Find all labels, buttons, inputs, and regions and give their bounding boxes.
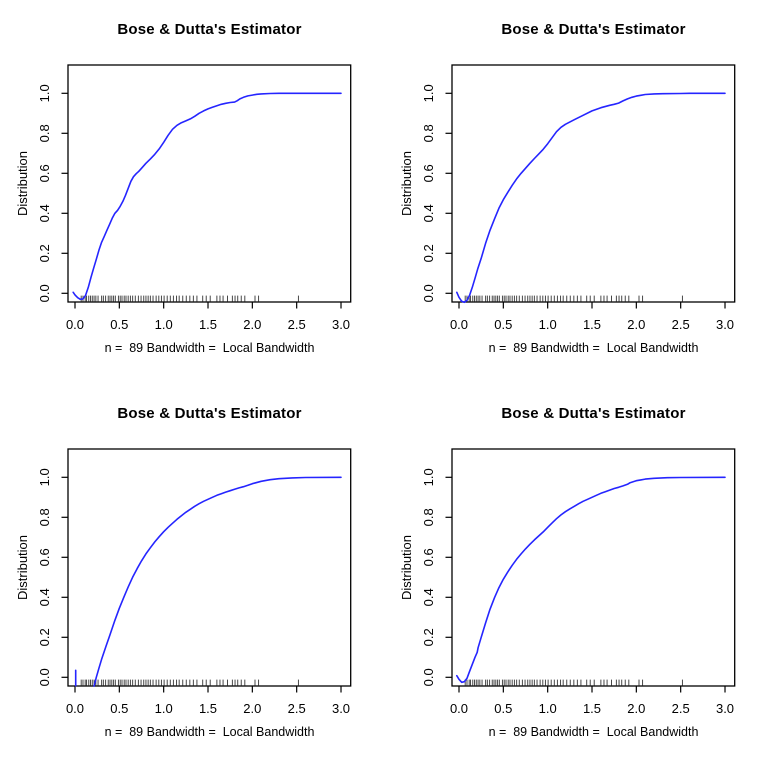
x-tick-label: 0.0 xyxy=(450,317,468,332)
y-tick-label: 0.2 xyxy=(421,628,436,646)
x-tick-label: 1.5 xyxy=(583,701,601,716)
y-tick-label: 1.0 xyxy=(37,84,52,102)
x-tick-label: 0.0 xyxy=(450,701,468,716)
axis-box xyxy=(451,64,736,303)
rug-marks xyxy=(464,679,683,686)
x-tick-label: 2.5 xyxy=(672,701,690,716)
plot-area-bottom-right: 0.0 0.5 1.0 1.5 2.0 2.5 3.0 0.0 0.2 0.4 0.6 0.8 1.0 D… xyxy=(399,448,736,716)
x-tick-label: 1.5 xyxy=(583,317,601,332)
rug-marks xyxy=(464,295,683,302)
curve-bose-dutta-estimate xyxy=(93,476,342,687)
x-tick-label: 1.0 xyxy=(155,317,173,332)
y-axis: 0.0 0.2 0.4 0.6 0.8 1.0 xyxy=(37,468,68,686)
x-tick-label: 3.0 xyxy=(716,701,734,716)
y-tick-label: 0.6 xyxy=(37,548,52,566)
y-tick-label: 0.8 xyxy=(37,124,52,142)
x-tick-label: 0.5 xyxy=(110,701,128,716)
y-tick-label: 1.0 xyxy=(37,468,52,486)
y-tick-label: 0.2 xyxy=(37,628,52,646)
x-tick-label: 3.0 xyxy=(332,701,350,716)
y-axis-label: Distribution xyxy=(15,151,30,216)
x-axis: 0.0 0.5 1.0 1.5 2.0 2.5 3.0 xyxy=(450,302,734,332)
curve-bose-dutta-estimate xyxy=(72,92,342,301)
plot-title: Bose & Dutta's Estimator xyxy=(501,21,686,38)
plot-area-top-left: 0.0 0.5 1.0 1.5 2.0 2.5 3.0 0.0 0.2 0.4 0.6 0.8 1.0 D… xyxy=(15,64,352,332)
x-tick-label: 1.5 xyxy=(199,317,217,332)
x-tick-label: 2.5 xyxy=(288,701,306,716)
curve-bose-dutta-estimate xyxy=(456,476,726,684)
plot-title: Bose & Dutta's Estimator xyxy=(117,21,302,38)
y-tick-label: 1.0 xyxy=(421,468,436,486)
y-tick-label: 0.6 xyxy=(421,164,436,182)
x-axis: 0.0 0.5 1.0 1.5 2.0 2.5 3.0 xyxy=(66,302,350,332)
y-tick-label: 0.0 xyxy=(421,668,436,686)
y-axis-label: Distribution xyxy=(15,535,30,600)
x-axis: 0.0 0.5 1.0 1.5 2.0 2.5 3.0 xyxy=(450,686,734,716)
y-tick-label: 0.2 xyxy=(37,244,52,262)
axis-box xyxy=(67,64,352,303)
y-axis: 0.0 0.2 0.4 0.6 0.8 1.0 xyxy=(421,84,452,302)
axis-box xyxy=(67,448,352,687)
y-tick-label: 0.0 xyxy=(421,284,436,302)
y-tick-label: 0.4 xyxy=(421,204,436,222)
curve-bose-dutta-estimate xyxy=(456,92,726,304)
axis-box xyxy=(451,448,736,687)
y-tick-label: 0.6 xyxy=(37,164,52,182)
plot-area-bottom-left: 0.0 0.5 1.0 1.5 2.0 2.5 3.0 0.0 0.2 0.4 0.6 0.8 1.0 D… xyxy=(15,448,352,716)
y-tick-label: 0.8 xyxy=(421,124,436,142)
y-tick-label: 0.8 xyxy=(421,508,436,526)
y-axis-label: Distribution xyxy=(399,535,414,600)
y-axis: 0.0 0.2 0.4 0.6 0.8 1.0 xyxy=(37,84,68,302)
y-tick-label: 0.2 xyxy=(421,244,436,262)
x-axis: 0.0 0.5 1.0 1.5 2.0 2.5 3.0 xyxy=(66,686,350,716)
plot-subtitle: n = 89 Bandwidth = Local Bandwidth xyxy=(488,341,699,355)
y-axis-label: Distribution xyxy=(399,151,414,216)
rug-marks xyxy=(80,679,299,686)
panel-bottom-right: 0.0 0.5 1.0 1.5 2.0 2.5 3.0 0.0 0.2 0.4 0.6 0.8 1.0 D… xyxy=(384,384,768,768)
x-tick-label: 0.5 xyxy=(110,317,128,332)
plot-area-top-right: 0.0 0.5 1.0 1.5 2.0 2.5 3.0 0.0 0.2 0.4 0.6 0.8 1.0 D… xyxy=(399,64,736,332)
panel-top-right: 0.0 0.5 1.0 1.5 2.0 2.5 3.0 0.0 0.2 0.4 0.6 0.8 1.0 D… xyxy=(384,0,768,384)
x-tick-label: 1.0 xyxy=(539,317,557,332)
x-tick-label: 0.5 xyxy=(494,317,512,332)
plot-subtitle: n = 89 Bandwidth = Local Bandwidth xyxy=(104,725,315,739)
x-tick-label: 2.0 xyxy=(627,317,645,332)
y-tick-label: 0.4 xyxy=(421,588,436,606)
x-tick-label: 2.5 xyxy=(288,317,306,332)
y-axis: 0.0 0.2 0.4 0.6 0.8 1.0 xyxy=(421,468,452,686)
x-tick-label: 1.5 xyxy=(199,701,217,716)
y-tick-label: 0.0 xyxy=(37,284,52,302)
plot-title: Bose & Dutta's Estimator xyxy=(117,405,302,422)
x-tick-label: 2.5 xyxy=(672,317,690,332)
y-tick-label: 0.6 xyxy=(421,548,436,566)
panel-top-left: 0.0 0.5 1.0 1.5 2.0 2.5 3.0 0.0 0.2 0.4 0.6 0.8 1.0 D… xyxy=(0,0,384,384)
panel-bottom-left: 0.0 0.5 1.0 1.5 2.0 2.5 3.0 0.0 0.2 0.4 0.6 0.8 1.0 D… xyxy=(0,384,384,768)
x-tick-label: 0.0 xyxy=(66,701,84,716)
x-tick-label: 1.0 xyxy=(539,701,557,716)
x-tick-label: 3.0 xyxy=(716,317,734,332)
x-tick-label: 0.0 xyxy=(66,317,84,332)
y-tick-label: 0.0 xyxy=(37,668,52,686)
plot-subtitle: n = 89 Bandwidth = Local Bandwidth xyxy=(104,341,315,355)
x-tick-label: 1.0 xyxy=(155,701,173,716)
rug-marks xyxy=(80,295,299,302)
x-tick-label: 3.0 xyxy=(332,317,350,332)
y-tick-label: 0.8 xyxy=(37,508,52,526)
plot-subtitle: n = 89 Bandwidth = Local Bandwidth xyxy=(488,725,699,739)
x-tick-label: 2.0 xyxy=(243,317,261,332)
x-tick-label: 0.5 xyxy=(494,701,512,716)
x-tick-label: 2.0 xyxy=(627,701,645,716)
plot-title: Bose & Dutta's Estimator xyxy=(501,405,686,422)
x-tick-label: 2.0 xyxy=(243,701,261,716)
y-tick-label: 0.4 xyxy=(37,588,52,606)
y-tick-label: 1.0 xyxy=(421,84,436,102)
y-tick-label: 0.4 xyxy=(37,204,52,222)
